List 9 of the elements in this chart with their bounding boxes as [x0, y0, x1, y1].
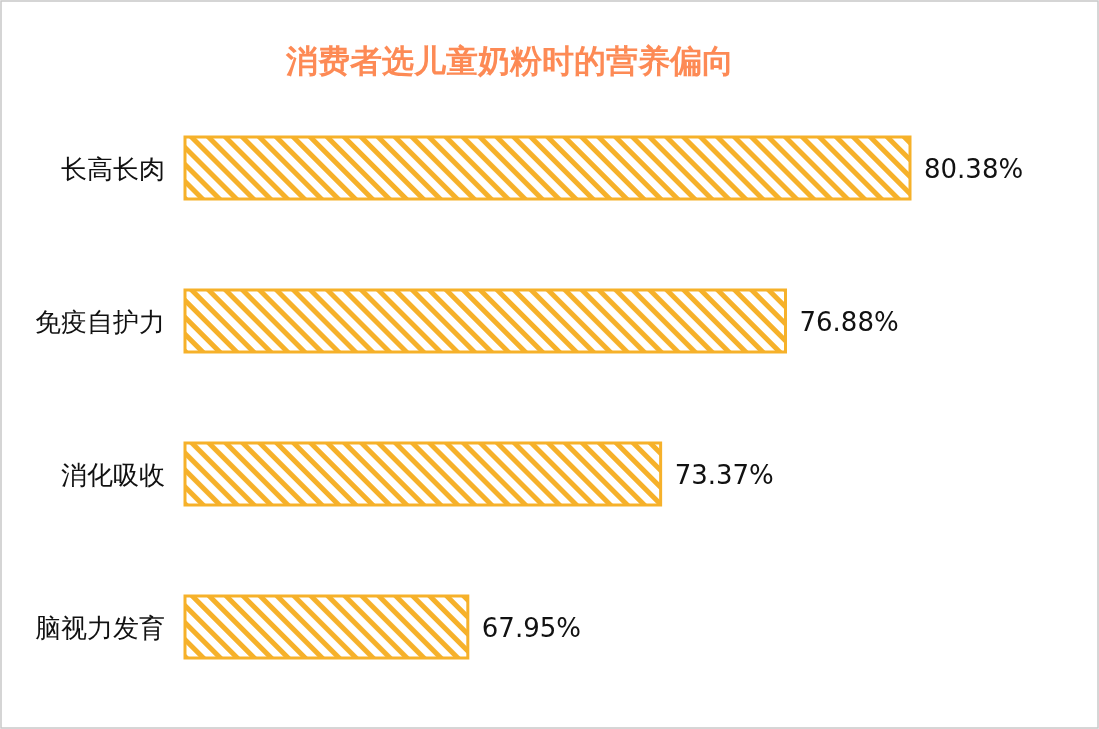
data-label: 67.95% — [481, 613, 581, 643]
chart-title: 消费者选儿童奶粉时的营养偏向 — [285, 42, 734, 80]
y-tick-label: 长高长肉 — [61, 154, 165, 184]
y-tick-label: 脑视力发育 — [35, 613, 165, 643]
y-tick-label: 免疫自护力 — [35, 307, 165, 337]
data-label: 76.88% — [799, 307, 899, 337]
data-label: 80.38% — [924, 154, 1024, 184]
data-label: 73.37% — [674, 460, 774, 490]
y-tick-label: 消化吸收 — [61, 460, 165, 490]
